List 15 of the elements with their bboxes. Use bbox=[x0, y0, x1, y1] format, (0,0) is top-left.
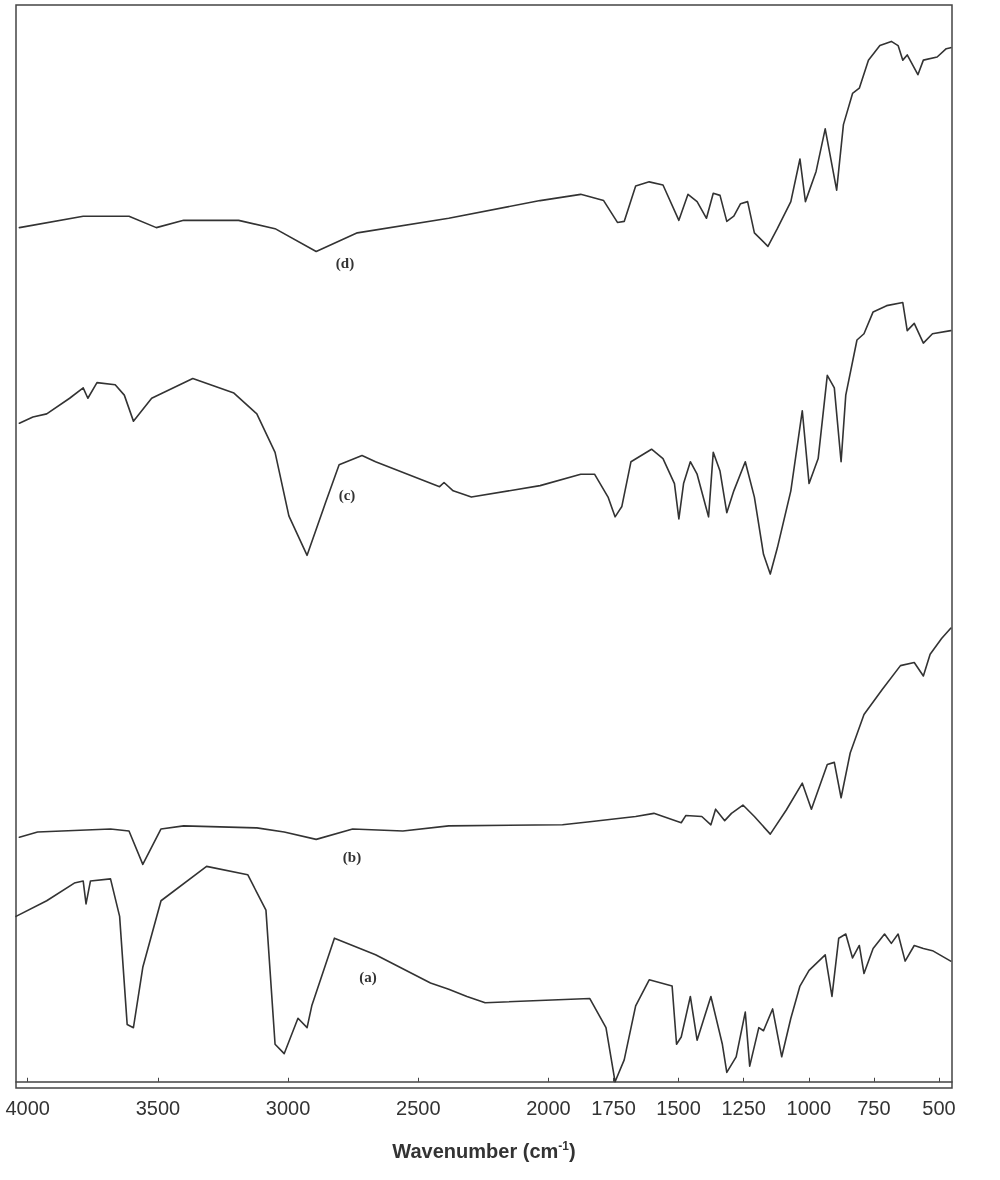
x-tick-label: 1000 bbox=[786, 1097, 832, 1119]
x-tick-label: 2500 bbox=[396, 1097, 441, 1119]
x-tick-label: 500 bbox=[922, 1097, 956, 1119]
x-tick-label: 1250 bbox=[721, 1097, 766, 1119]
x-tick-label: 3500 bbox=[135, 1097, 181, 1119]
x-tick-label: 750 bbox=[857, 1097, 891, 1119]
series-label: (c) bbox=[338, 486, 356, 504]
series-label: (a) bbox=[359, 968, 377, 986]
x-tick-label: 4000 bbox=[5, 1097, 50, 1119]
series-label: (b) bbox=[342, 848, 362, 866]
x-tick-label: 3000 bbox=[265, 1097, 311, 1119]
x-tick-label: 1750 bbox=[591, 1097, 636, 1119]
series-label: (d) bbox=[335, 254, 355, 272]
x-tick-label: 2000 bbox=[526, 1097, 571, 1119]
x-tick-label: 1500 bbox=[656, 1097, 701, 1119]
